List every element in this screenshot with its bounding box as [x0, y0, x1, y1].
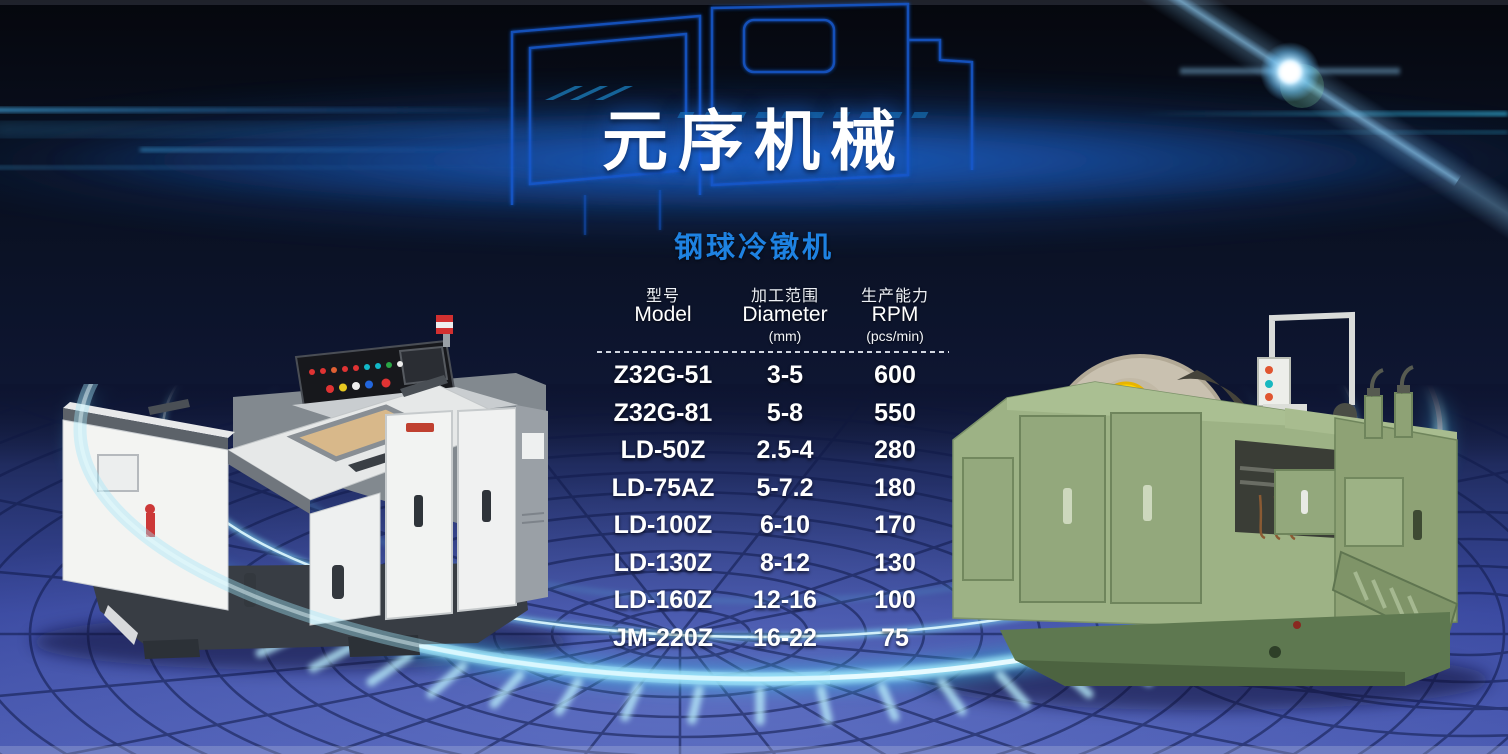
model-cell: Z32G-81 — [613, 398, 713, 427]
model-cell: Z32G-51 — [613, 361, 713, 390]
table-row: LD-160Z 12-16 100 — [597, 582, 949, 620]
diameter-cell: 5-7.2 — [756, 473, 814, 502]
rpm-cell: 550 — [874, 398, 916, 427]
rpm-cell: 600 — [874, 361, 916, 390]
table-row: LD-130Z 8-12 130 — [597, 545, 949, 583]
blueprint-machine-outline — [510, 2, 974, 235]
page-title: 元序机械 — [602, 104, 906, 178]
pendant-arm — [1269, 311, 1355, 405]
diameter-cell: 16-22 — [753, 623, 817, 652]
cabinet-door — [1110, 412, 1202, 604]
rpm-cell: 130 — [874, 548, 916, 577]
header-en: Diameter — [742, 303, 828, 326]
table-row: LD-100Z 6-10 170 — [597, 507, 949, 545]
header-col-model: 型号 Model — [597, 282, 729, 345]
pendant-control-box — [1257, 357, 1307, 412]
model-cell: LD-50Z — [620, 436, 706, 465]
model-cell: LD-130Z — [613, 548, 713, 577]
beacon-light — [436, 315, 453, 334]
feeder-posts — [1364, 365, 1414, 439]
header-cn: 加工范围 — [750, 288, 819, 305]
header-en: Model — [634, 303, 692, 326]
rpm-cell: 100 — [874, 586, 916, 615]
header-divider — [597, 351, 949, 353]
diameter-cell: 2.5-4 — [756, 436, 814, 465]
rpm-cell: 75 — [881, 623, 909, 652]
red-lever — [145, 504, 155, 537]
lens-flare — [1018, 0, 1508, 265]
model-cell: JM-220Z — [612, 623, 714, 652]
model-cell: LD-75AZ — [611, 473, 715, 502]
rpm-cell: 280 — [874, 436, 916, 465]
table-row: LD-75AZ 5-7.2 180 — [597, 470, 949, 508]
model-cell: LD-160Z — [613, 586, 713, 615]
right-machine-illustration — [952, 311, 1459, 686]
table-row: Z32G-81 5-8 550 — [597, 395, 949, 433]
spec-table-header: 型号 Model 加工范围 Diameter (mm) 生产能力 RPM (pc… — [597, 282, 949, 345]
model-cell: LD-100Z — [613, 511, 713, 540]
tech-dash-row — [677, 112, 929, 118]
header-unit: (pcs/min) — [866, 328, 924, 344]
table-row: JM-220Z 16-22 75 — [597, 620, 949, 658]
die-mechanism — [1235, 440, 1338, 541]
header-en: RPM — [871, 303, 919, 326]
diameter-cell: 12-16 — [753, 586, 817, 615]
light-streaks-left — [0, 86, 929, 169]
header-cn: 生产能力 — [860, 288, 929, 305]
header-unit: (mm) — [768, 328, 802, 344]
table-row: LD-50Z 2.5-4 280 — [597, 432, 949, 470]
diameter-cell: 3-5 — [766, 361, 804, 390]
top-light-effects — [0, 0, 1508, 265]
spec-table-rows: Z32G-51 3-5 600 Z32G-81 5-8 550 LD-50Z 2… — [597, 357, 949, 657]
diameter-cell: 6-10 — [759, 511, 811, 540]
diameter-cell: 8-12 — [759, 548, 811, 577]
header-col-rpm: 生产能力 RPM (pcs/min) — [841, 282, 949, 345]
header-cn: 型号 — [645, 288, 680, 305]
spec-table: 型号 Model 加工范围 Diameter (mm) 生产能力 RPM (pc… — [597, 282, 949, 657]
rpm-cell: 180 — [874, 473, 916, 502]
table-row: Z32G-51 3-5 600 — [597, 357, 949, 395]
rpm-cell: 170 — [874, 511, 916, 540]
header-col-diameter: 加工范围 Diameter (mm) — [729, 282, 841, 345]
diameter-cell: 5-8 — [766, 398, 804, 427]
page-subtitle: 钢球冷镦机 — [673, 232, 834, 264]
left-machine-illustration — [62, 315, 548, 659]
cabinet-door — [1019, 415, 1106, 603]
